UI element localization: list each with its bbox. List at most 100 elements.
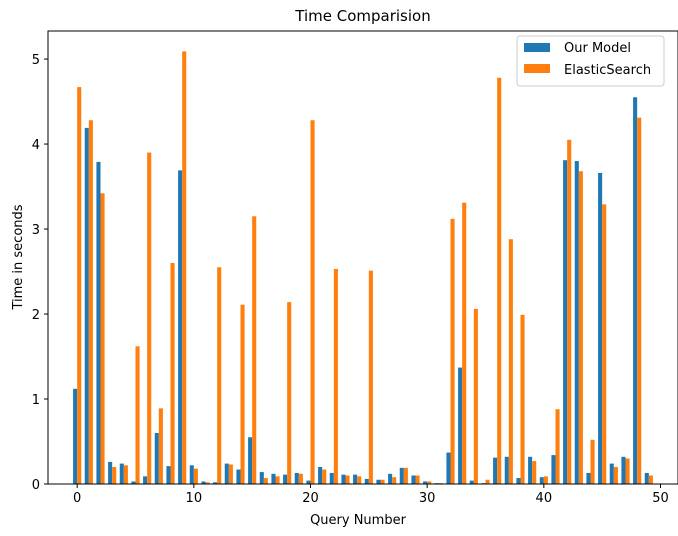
legend-label-our-model: Our Model [564, 41, 631, 56]
bar-our-model-39 [528, 456, 533, 484]
bar-elasticsearch-19 [298, 473, 303, 484]
bar-our-model-25 [364, 478, 369, 484]
bar-our-model-45 [598, 172, 603, 484]
bar-our-model-29 [411, 475, 416, 484]
y-tick-label-2: 2 [32, 308, 40, 323]
bar-our-model-15 [248, 437, 253, 484]
bar-our-model-8 [166, 466, 171, 484]
bar-elasticsearch-16 [263, 478, 268, 484]
bar-elasticsearch-30 [427, 481, 432, 484]
bar-elasticsearch-12 [217, 267, 222, 484]
bar-elasticsearch-37 [508, 239, 513, 484]
chart-title: Time Comparision [294, 7, 430, 25]
bar-our-model-49 [644, 472, 649, 484]
bar-our-model-7 [154, 433, 159, 484]
bar-elasticsearch-14 [240, 304, 245, 484]
bar-our-model-17 [271, 473, 276, 484]
x-axis: 0 10 20 30 40 50 [73, 484, 669, 506]
y-tick-label-4: 4 [32, 138, 40, 153]
bar-elasticsearch-20 [310, 120, 315, 485]
bar-elasticsearch-41 [555, 409, 560, 484]
bar-our-model-5 [131, 481, 136, 484]
bar-elasticsearch-42 [567, 139, 572, 485]
bar-our-model-23 [341, 474, 346, 484]
bar-our-model-11 [201, 481, 206, 484]
bar-elasticsearch-33 [462, 202, 467, 484]
bar-elasticsearch-3 [112, 467, 117, 484]
bar-our-model-46 [609, 463, 614, 484]
bar-elasticsearch-49 [648, 475, 653, 484]
bar-elasticsearch-25 [368, 270, 373, 484]
bar-our-model-22 [329, 472, 334, 484]
bar-our-model-9 [178, 170, 183, 484]
bar-our-model-43 [574, 161, 579, 485]
bar-our-model-47 [621, 456, 626, 484]
bar-our-model-19 [294, 472, 299, 484]
bar-our-model-41 [551, 455, 556, 484]
bar-elasticsearch-11 [205, 482, 210, 484]
bar-elasticsearch-32 [450, 218, 455, 484]
bar-our-model-13 [224, 463, 229, 484]
bar-our-model-30 [423, 481, 428, 484]
y-tick-label-5: 5 [32, 53, 40, 68]
bar-elasticsearch-44 [590, 439, 595, 484]
bar-our-model-32 [446, 452, 451, 484]
x-tick-label-10: 10 [186, 491, 203, 506]
bar-our-model-1 [84, 127, 89, 484]
bar-elasticsearch-2 [100, 193, 105, 484]
bar-elasticsearch-40 [543, 476, 548, 484]
bar-our-model-42 [563, 160, 568, 484]
bar-elasticsearch-18 [287, 302, 292, 484]
x-tick-label-20: 20 [302, 491, 319, 506]
bar-elasticsearch-17 [275, 476, 280, 484]
legend: Our Model ElasticSearch [516, 35, 665, 87]
bar-our-model-18 [283, 474, 288, 484]
bar-elasticsearch-23 [345, 475, 350, 484]
bar-our-model-0 [73, 388, 78, 484]
bar-elasticsearch-4 [123, 465, 128, 484]
bar-elasticsearch-0 [77, 87, 82, 484]
plot-frame [47, 30, 678, 485]
bar-our-model-12 [213, 482, 218, 484]
bar-our-model-2 [96, 161, 101, 484]
bar-our-model-3 [108, 461, 113, 484]
bar-our-model-4 [119, 463, 124, 484]
x-tick-label-0: 0 [73, 491, 81, 506]
x-tick-label-40: 40 [536, 491, 553, 506]
bar-elasticsearch-6 [147, 152, 152, 485]
bar-elasticsearch-22 [333, 268, 338, 484]
bar-our-model-40 [539, 477, 544, 484]
bar-our-model-33 [458, 367, 463, 484]
bar-our-model-10 [189, 465, 194, 484]
bar-our-model-24 [353, 474, 358, 484]
legend-box [516, 35, 665, 87]
bar-elasticsearch-35 [485, 479, 490, 484]
bar-elasticsearch-8 [170, 263, 175, 484]
bar-elasticsearch-27 [392, 477, 397, 484]
bars-layer [73, 51, 653, 485]
bar-elasticsearch-46 [613, 467, 618, 484]
bar-our-model-36 [493, 457, 498, 484]
bar-elasticsearch-34 [473, 308, 478, 484]
bar-elasticsearch-43 [578, 171, 583, 485]
bar-elasticsearch-7 [158, 408, 163, 484]
bar-our-model-34 [469, 480, 474, 484]
bar-elasticsearch-15 [252, 216, 257, 484]
x-axis-title: Query Number [310, 513, 407, 528]
bar-our-model-27 [388, 473, 393, 484]
bar-our-model-38 [516, 478, 521, 484]
bar-our-model-14 [236, 469, 241, 484]
bar-elasticsearch-1 [88, 120, 93, 485]
bar-our-model-28 [399, 467, 404, 484]
y-tick-label-0: 0 [32, 478, 40, 493]
bar-our-model-21 [318, 467, 323, 484]
bar-elasticsearch-47 [625, 458, 630, 484]
bar-elasticsearch-29 [415, 475, 420, 484]
x-tick-label-30: 30 [419, 491, 436, 506]
bar-elasticsearch-26 [380, 479, 385, 484]
bar-elasticsearch-5 [135, 346, 140, 484]
y-axis-title: Time in seconds [11, 204, 26, 310]
legend-swatch-elasticsearch [524, 64, 550, 73]
